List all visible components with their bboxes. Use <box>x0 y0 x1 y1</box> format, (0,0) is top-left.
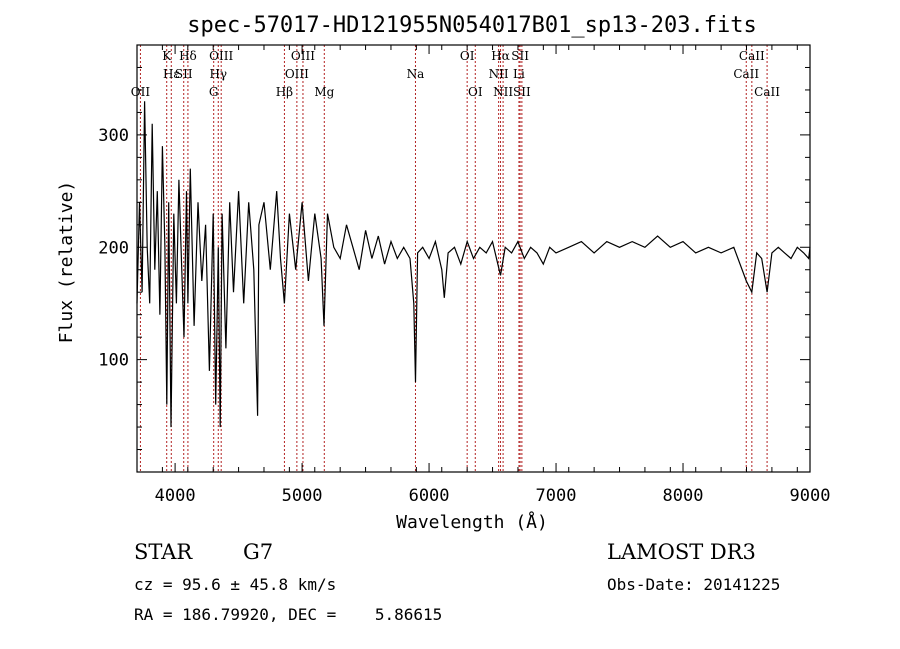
line-marker-label: Hγ <box>209 67 227 81</box>
redshift-velocity: cz = 95.6 ± 45.8 km/s <box>134 575 337 594</box>
object-subclass: G7 <box>243 540 274 564</box>
y-axis-label: Flux (relative) <box>56 181 77 344</box>
chart-title: spec-57017-HD121955N054017B01_sp13-203.f… <box>187 13 757 38</box>
x-tick-label: 7000 <box>536 486 577 506</box>
observation-date: Obs-Date: 20141225 <box>607 575 781 594</box>
line-marker-label: SII <box>175 67 193 81</box>
x-tick-label: 9000 <box>790 486 831 506</box>
line-marker-label: SII <box>511 49 529 63</box>
line-marker-label: Mg <box>314 85 334 99</box>
plot-frame <box>136 44 811 473</box>
line-markers <box>139 45 768 472</box>
line-marker-label: Hδ <box>179 49 197 63</box>
line-marker-label: Na <box>407 67 425 81</box>
line-marker-label: OII <box>131 85 151 99</box>
axis-ticks <box>136 45 811 472</box>
line-marker-label: CaII <box>739 49 765 63</box>
line-marker-label: OI <box>468 85 483 99</box>
line-marker-label: NII <box>493 85 513 99</box>
survey-name: LAMOST DR3 <box>607 540 756 564</box>
line-marker-label: G <box>209 85 219 99</box>
line-marker-label: Hε <box>163 67 180 81</box>
x-axis-label: Wavelength (Å) <box>396 511 548 533</box>
line-marker-label: Hβ <box>276 85 293 99</box>
line-marker-label: OI <box>460 49 475 63</box>
line-marker-label: OIII <box>209 49 233 63</box>
x-tick-label: 5000 <box>282 486 323 506</box>
object-class: STAR <box>134 540 193 564</box>
spectrum-line <box>136 101 811 428</box>
y-tick-label: 300 <box>98 126 129 146</box>
line-marker-label: OIII <box>285 67 309 81</box>
line-marker-label: CaII <box>754 85 780 99</box>
line-marker-label: SII <box>513 85 531 99</box>
axis-tick-labels: 4000 5000 6000 7000 8000 9000 100 200 300 <box>98 126 830 506</box>
y-tick-label: 100 <box>98 351 129 371</box>
x-tick-label: 6000 <box>409 486 450 506</box>
line-marker-label: NII <box>489 67 509 81</box>
coordinates: RA = 186.79920, DEC = 5.86615 <box>134 605 443 624</box>
x-tick-label: 4000 <box>155 486 196 506</box>
line-marker-label: Hα <box>491 49 510 63</box>
line-marker-labels: HδKHεSIIOIIHγGOIIIHβOIIIOIIIMgNaOIOIHαNI… <box>131 49 780 99</box>
line-marker-label: OIII <box>291 49 315 63</box>
x-tick-label: 8000 <box>663 486 704 506</box>
y-tick-label: 200 <box>98 238 129 258</box>
line-marker-label: CaII <box>733 67 759 81</box>
line-marker-label: K <box>162 49 172 63</box>
line-marker-label: Li <box>513 67 525 81</box>
